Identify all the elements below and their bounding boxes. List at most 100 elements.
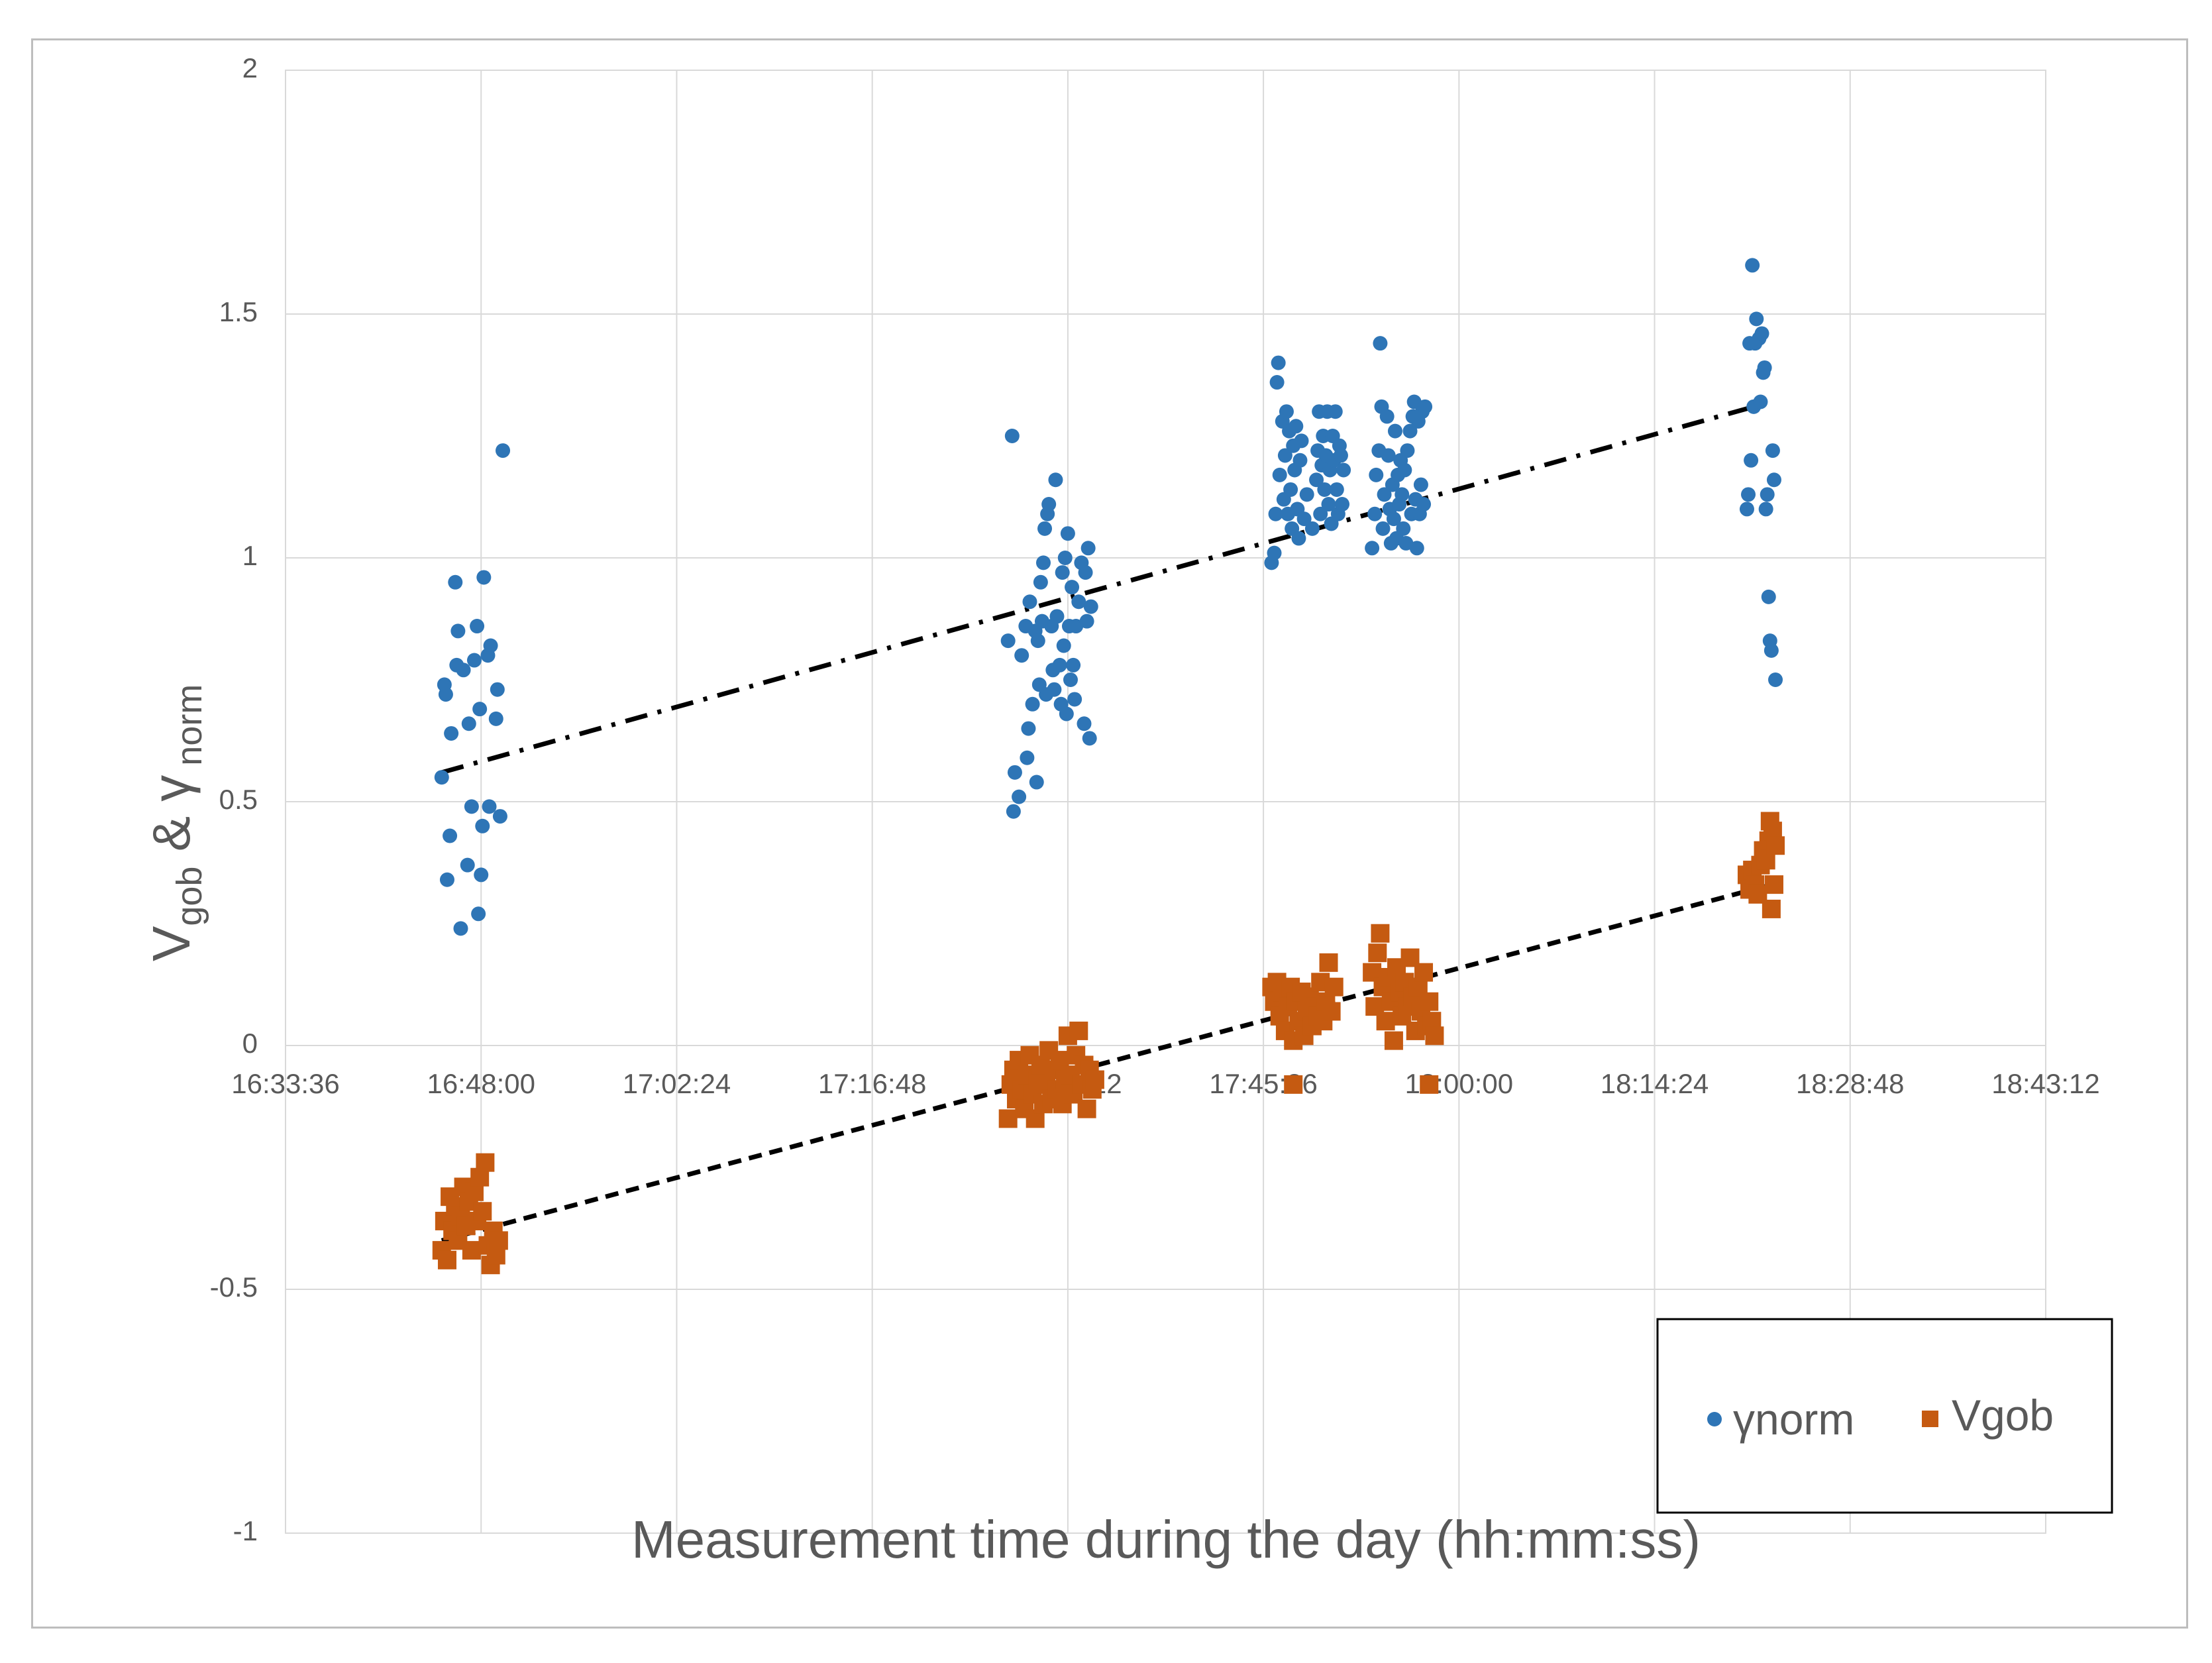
gamma-point — [1014, 648, 1029, 663]
gamma-point — [1052, 657, 1067, 672]
gamma-point — [1395, 487, 1410, 502]
gamma-point — [1041, 497, 1057, 512]
x-tick-label: 16:48:00 — [427, 1068, 535, 1099]
gamma-point — [461, 716, 476, 731]
vgob-point — [462, 1241, 481, 1260]
gamma-point — [1077, 716, 1092, 731]
gamma-point — [1381, 448, 1396, 463]
gamma-point — [1289, 419, 1304, 434]
gamma-point — [1006, 804, 1021, 819]
gamma-point — [1012, 789, 1027, 804]
gamma-point — [1292, 453, 1308, 468]
gamma-point — [482, 799, 497, 814]
vgob-point — [1764, 875, 1783, 894]
gamma-point — [1082, 731, 1097, 746]
gamma-point — [1078, 565, 1093, 580]
legend-marker-vgob — [1922, 1411, 1938, 1427]
vgob-point — [489, 1231, 508, 1250]
gamma-point — [466, 653, 482, 668]
gamma-point — [471, 906, 486, 922]
gamma-point — [1021, 721, 1036, 736]
legend-label-gamma: γnorm — [1733, 1395, 1854, 1444]
gamma-point — [1291, 531, 1306, 546]
gamma-point — [1396, 521, 1411, 536]
vgob-point — [1322, 1002, 1341, 1021]
vgob-point — [1762, 899, 1781, 918]
gamma-point — [1367, 506, 1383, 521]
vgob-point — [1414, 963, 1434, 982]
gamma-point — [490, 682, 505, 697]
gamma-point — [1373, 336, 1388, 351]
gamma-point — [1083, 599, 1098, 614]
vgob-point — [1420, 992, 1439, 1011]
gamma-point — [450, 623, 466, 639]
gamma-point — [1296, 511, 1312, 527]
gamma-point — [1365, 541, 1380, 556]
gamma-point — [1029, 775, 1044, 790]
y-title-gamma: γ — [142, 775, 201, 802]
vgob-point — [1069, 1021, 1088, 1040]
gamma-point — [476, 570, 492, 585]
tick-layer: 2 1.5 1 0.5 0 -0.5 -1 16:33:36 16:48:00 17:02:24 1… — [210, 52, 2100, 1546]
gamma-point — [1022, 594, 1037, 610]
gamma-point — [1379, 409, 1395, 424]
y-axis-title: Vgob & γ norm — [142, 684, 209, 961]
gamma-point — [1283, 482, 1298, 497]
x-tick-label: 18:43:12 — [1991, 1068, 2100, 1099]
vgob-point — [437, 1250, 456, 1269]
gamma-point — [1048, 472, 1063, 488]
gamma-point — [1766, 472, 1781, 488]
gamma-point — [1309, 472, 1324, 488]
gamma-point — [475, 818, 490, 833]
gamma-point — [1020, 750, 1035, 765]
gamma-point — [1030, 633, 1045, 649]
legend-label-vgob: Vgob — [1952, 1391, 2054, 1440]
gamma-point — [1745, 258, 1760, 273]
gamma-point — [1321, 497, 1336, 512]
legend-marker-gamma — [1707, 1412, 1722, 1426]
gamma-point — [1369, 467, 1384, 482]
gamma-point — [1761, 589, 1776, 604]
vgob-point — [1420, 1075, 1439, 1094]
gamma-point — [1758, 502, 1773, 517]
gamma-point — [1304, 521, 1320, 536]
vgob-point — [1425, 1026, 1444, 1046]
x-tick-label: 17:02:24 — [623, 1068, 731, 1099]
gamma-point — [1409, 541, 1424, 556]
gamma-point — [1004, 429, 1020, 443]
gamma-point — [1387, 423, 1402, 439]
gamma-point — [1313, 506, 1328, 521]
trend-layer — [441, 400, 1772, 1243]
gamma-point — [1757, 360, 1772, 375]
gamma-point — [1753, 394, 1768, 409]
gamma-point — [1402, 423, 1418, 439]
y-tick-label: 0.5 — [219, 784, 258, 815]
gamma-point — [1267, 545, 1282, 561]
gamma-point — [1066, 657, 1081, 672]
vgob-point — [1324, 977, 1343, 996]
gamma-point — [483, 638, 498, 653]
x-tick-label: 18:14:24 — [1601, 1068, 1709, 1099]
gamma-point — [439, 872, 454, 887]
x-axis-title: Measurement time during the day (hh:mm:s… — [631, 1510, 1701, 1569]
trendline-vgob — [441, 882, 1772, 1243]
vgob-point — [1371, 924, 1390, 943]
gamma-point — [453, 921, 468, 936]
gamma-point — [1299, 487, 1314, 502]
gamma-point — [1741, 487, 1756, 502]
gamma-point — [1071, 594, 1086, 610]
legend-box — [1656, 1318, 2113, 1514]
gamma-point — [1754, 326, 1769, 341]
gamma-point — [1080, 541, 1096, 556]
gamma-point — [464, 799, 479, 814]
y-tick-label: 2 — [242, 52, 258, 83]
gamma-point — [1386, 511, 1401, 527]
gamma-point — [1416, 497, 1432, 512]
vgob-point — [473, 1202, 492, 1221]
gamma-point — [472, 702, 488, 717]
gamma-point — [1279, 404, 1294, 419]
y-tick-label: -1 — [233, 1515, 258, 1546]
y-title-gamma-sub: norm — [170, 684, 209, 766]
vgob-point — [1085, 1070, 1104, 1089]
gamma-point — [470, 619, 485, 634]
